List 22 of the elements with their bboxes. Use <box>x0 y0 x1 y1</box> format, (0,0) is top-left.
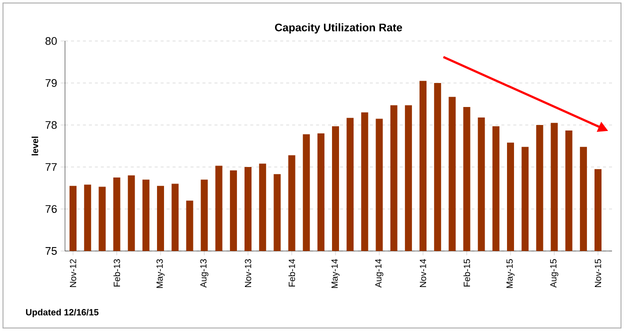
y-tick-label: 76 <box>46 205 57 213</box>
x-tick-label: May-13 <box>156 259 165 288</box>
y-tick-label: 75 <box>46 247 57 255</box>
y-tick-label: 77 <box>46 163 57 171</box>
y-axis-title: level <box>32 136 38 156</box>
x-tick-label: Aug-13 <box>200 259 208 288</box>
chart-title: Capacity Utilization Rate <box>275 23 402 34</box>
x-tick-label: May-14 <box>332 259 340 288</box>
y-tick-label: 78 <box>46 121 57 129</box>
text: Updated 12/16/15 <box>26 308 99 318</box>
x-tick-label: Feb-14 <box>288 259 296 286</box>
x-tick-label: Nov-15 <box>594 259 602 287</box>
x-tick-label: Nov-14 <box>420 259 426 287</box>
x-tick-label: Aug-15 <box>550 259 558 288</box>
y-tick-label: 80 <box>46 37 57 45</box>
x-tick-label: Nov-13 <box>244 259 252 287</box>
y-tick-label: 79 <box>46 79 57 87</box>
x-tick-label: Feb-15 <box>463 259 470 286</box>
x-tick-label: Aug-14 <box>375 259 384 288</box>
x-tick-label: Feb-13 <box>113 259 120 286</box>
x-tick-label: Nov-12 <box>70 259 76 287</box>
x-tick-label: May-15 <box>506 259 515 288</box>
